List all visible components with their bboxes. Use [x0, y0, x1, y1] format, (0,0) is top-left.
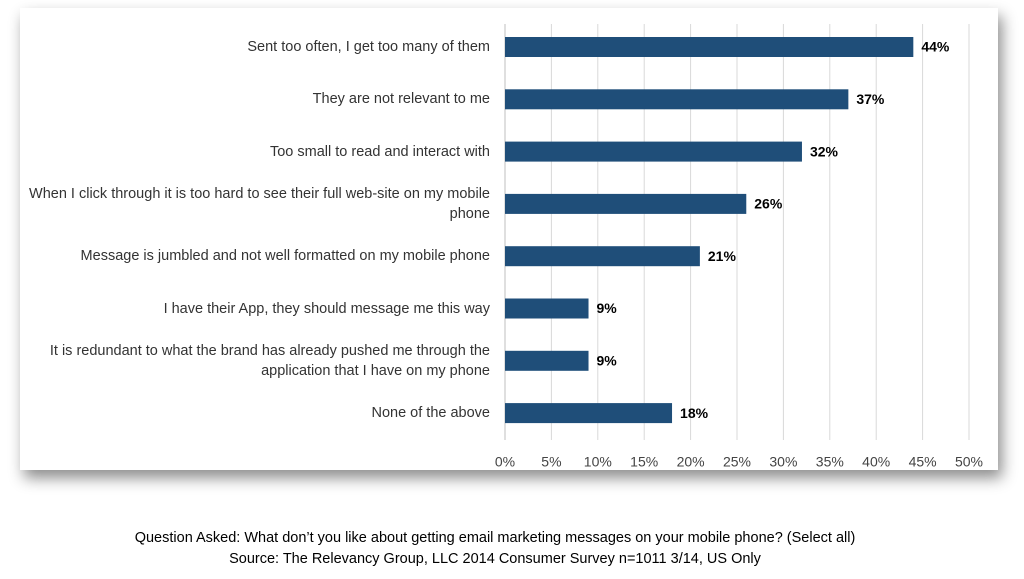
value-label: 18%	[680, 405, 709, 421]
value-label: 26%	[754, 196, 783, 212]
bar	[505, 298, 589, 319]
bar	[505, 403, 673, 424]
value-label: 9%	[597, 353, 618, 369]
y-tick-label: Sent too often, I get too many of them	[247, 39, 490, 55]
value-label: 9%	[597, 300, 618, 316]
y-tick-label: Too small to read and interact with	[269, 143, 490, 160]
value-label: 37%	[856, 91, 885, 107]
y-tick-label: None of the above	[371, 405, 490, 422]
x-tick-label: 35%	[816, 454, 844, 470]
x-tick-label: 30%	[769, 454, 797, 470]
x-tick-label: 25%	[723, 454, 751, 470]
x-tick-label: 40%	[862, 454, 890, 470]
value-label: 44%	[921, 39, 950, 55]
value-label: 21%	[708, 248, 737, 264]
y-tick-label: They are not relevant to me	[312, 91, 490, 108]
x-tick-label: 15%	[630, 454, 658, 470]
caption: Source: The Relevancy Group, LLC 2014 Co…	[229, 551, 761, 567]
y-tick-label: Message is jumbled and not well formatte…	[80, 248, 490, 265]
bar	[505, 141, 802, 162]
x-tick-label: 50%	[955, 454, 983, 470]
bar	[505, 193, 747, 214]
x-tick-label: 10%	[584, 454, 612, 470]
x-tick-label: 5%	[541, 454, 561, 470]
value-label: 32%	[810, 143, 839, 159]
caption: Question Asked: What don’t you like abou…	[134, 530, 856, 546]
x-tick-label: 45%	[909, 454, 937, 470]
y-tick-label: When I click through it is too hard to s…	[29, 185, 490, 222]
chart-panel	[20, 8, 998, 470]
y-tick-label: It is redundant to what the brand has al…	[49, 342, 490, 379]
bar	[505, 350, 589, 371]
bar	[505, 37, 914, 57]
bar	[505, 246, 700, 267]
x-tick-label: 20%	[677, 454, 705, 470]
y-tick-label: I have their App, they should message me…	[163, 300, 490, 317]
x-tick-label: 0%	[495, 454, 515, 470]
bar	[505, 89, 849, 110]
